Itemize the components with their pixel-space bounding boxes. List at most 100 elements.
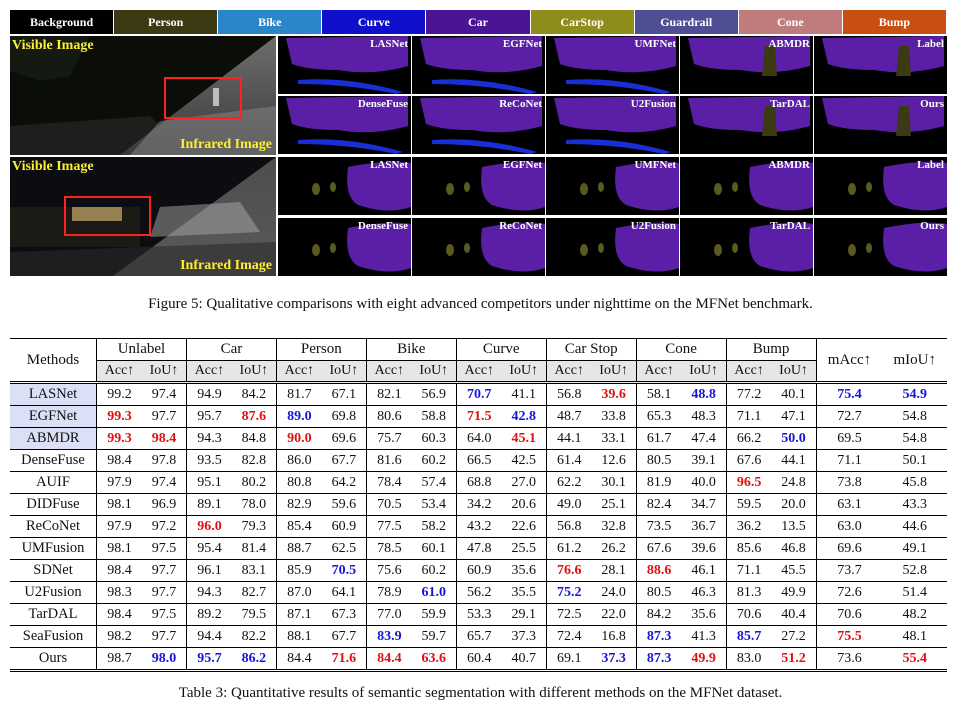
legend-item-curve: Curve <box>322 10 427 34</box>
acc-header: Acc↑ <box>275 360 322 384</box>
table-cell: 44.1 <box>545 427 592 450</box>
table-cell: 89.0 <box>275 405 322 428</box>
table-cell: 24.8 <box>771 471 816 494</box>
seg-tile-lasnet: LASNet <box>278 36 411 94</box>
legend-item-bump: Bump <box>842 10 947 34</box>
table-cell: 87.3 <box>635 625 682 648</box>
table-cell: 57.4 <box>411 471 457 494</box>
table-cell: 36.2 <box>725 515 772 538</box>
table-cell: 77.2 <box>725 382 772 406</box>
iou-header: IoU↑ <box>231 360 277 384</box>
table-cell: 80.8 <box>275 471 322 494</box>
table-cell: 62.5 <box>321 537 367 560</box>
table-cell: 95.7 <box>185 405 232 428</box>
table-cell: 75.6 <box>365 559 412 582</box>
table-cell: 56.2 <box>455 581 502 604</box>
table-cell: 98.0 <box>142 647 187 672</box>
table-cell: 54.8 <box>882 405 947 428</box>
table-cell: 70.7 <box>455 382 502 406</box>
seg-tile-label: Ours <box>920 98 944 110</box>
table-cell: 97.4 <box>142 382 187 406</box>
table-cell: 67.6 <box>635 537 682 560</box>
acc-header: Acc↑ <box>725 360 772 384</box>
group-header: Unlabel <box>96 338 187 361</box>
table-cell: 35.5 <box>501 581 547 604</box>
table-cell: 99.3 <box>96 405 143 428</box>
seg-tile-label: Label <box>917 159 944 171</box>
table-cell: 53.3 <box>455 603 502 626</box>
table-cell: 64.2 <box>321 471 367 494</box>
table-cell: 75.7 <box>365 427 412 450</box>
table-cell: 78.9 <box>365 581 412 604</box>
table-cell: 71.6 <box>321 647 367 672</box>
table-cell: 73.6 <box>815 647 883 672</box>
table-cell: 81.4 <box>231 537 277 560</box>
group-header: Car <box>185 338 277 361</box>
table-cell: 73.5 <box>635 515 682 538</box>
acc-header: Acc↑ <box>635 360 682 384</box>
legend-item-bike: Bike <box>218 10 323 34</box>
table-row: UMFusion 98.1 97.5 95.4 81.4 88.7 62.5 78.5 60.1… <box>10 537 947 560</box>
table-cell: 86.2 <box>231 647 277 672</box>
table-cell: 93.5 <box>185 449 232 472</box>
results-table-body: LASNet 99.2 97.4 94.9 84.2 81.7 67.1 82.1 56.9 70… <box>10 382 947 672</box>
table-cell: 45.5 <box>771 559 816 582</box>
table-cell: 82.2 <box>231 625 277 648</box>
table-cell: 95.1 <box>185 471 232 494</box>
table-cell: 33.1 <box>591 427 637 450</box>
table-cell: 35.6 <box>681 603 727 626</box>
table-cell: 80.6 <box>365 405 412 428</box>
table-cell: 35.6 <box>501 559 547 582</box>
table-cell: 24.0 <box>591 581 637 604</box>
table-cell: 49.1 <box>882 537 947 560</box>
table-cell: 67.1 <box>321 382 367 406</box>
table-cell: 95.4 <box>185 537 232 560</box>
table-cell: 81.9 <box>635 471 682 494</box>
table-cell: 69.6 <box>815 537 883 560</box>
table-cell: 71.1 <box>725 405 772 428</box>
seg-tile-label: Label <box>814 36 947 94</box>
table-cell: 61.7 <box>635 427 682 450</box>
table-cell: 40.1 <box>771 382 816 406</box>
table-cell: 75.4 <box>815 382 883 406</box>
table-cell: 25.1 <box>591 493 637 516</box>
class-legend: Background Person Bike Curve Car CarStop Guard… <box>10 10 947 34</box>
table-row: U2Fusion 98.3 97.7 94.3 82.7 87.0 64.1 78.9 61.0… <box>10 581 947 604</box>
methods-header: Methods <box>10 338 97 384</box>
table-cell: 54.8 <box>882 427 947 450</box>
legend-item-car: Car <box>426 10 531 34</box>
group-header: Curve <box>455 338 547 361</box>
acc-header: Acc↑ <box>455 360 502 384</box>
table-cell: 22.6 <box>501 515 547 538</box>
table-cell: 97.8 <box>142 449 187 472</box>
table-cell: 89.1 <box>185 493 232 516</box>
table-cell: 85.4 <box>275 515 322 538</box>
table-cell: 67.3 <box>321 603 367 626</box>
table-cell: 82.7 <box>231 581 277 604</box>
group-header: Bike <box>365 338 457 361</box>
table-cell: 80.5 <box>635 449 682 472</box>
seg-tile-tardal: TarDAL <box>680 218 813 276</box>
table-cell: 77.0 <box>365 603 412 626</box>
table-cell: 13.5 <box>771 515 816 538</box>
table-cell: 46.1 <box>681 559 727 582</box>
table-cell: 78.5 <box>365 537 412 560</box>
acc-header: Acc↑ <box>545 360 592 384</box>
legend-item-person: Person <box>114 10 219 34</box>
table-cell: 87.0 <box>275 581 322 604</box>
legend-item-guardrail: Guardrail <box>634 10 739 34</box>
table-cell: 40.4 <box>771 603 816 626</box>
table-cell: 34.7 <box>681 493 727 516</box>
results-table-wrap: Methods Unlabel Car Person Bike Curve Car Sto… <box>10 338 947 672</box>
table-cell: 26.2 <box>591 537 637 560</box>
table-cell: 53.4 <box>411 493 457 516</box>
infrared-image-label: Infrared Image <box>180 137 272 152</box>
method-name: TarDAL <box>10 603 97 626</box>
seg-tile-egfnet: EGFNet <box>412 157 545 215</box>
table-cell: 60.9 <box>455 559 502 582</box>
method-name: SeaFusion <box>10 625 97 648</box>
method-name: UMFusion <box>10 537 97 560</box>
table-cell: 41.3 <box>681 625 727 648</box>
table-cell: 79.3 <box>231 515 277 538</box>
seg-tile-u2fusion: U2Fusion <box>546 218 679 276</box>
